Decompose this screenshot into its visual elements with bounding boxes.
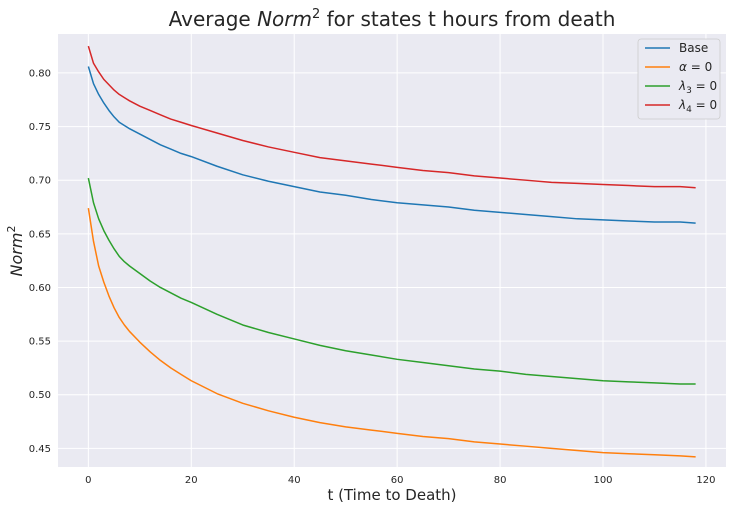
legend: Base α = 0 λ3 = 0 λ4 = 0 <box>637 38 721 120</box>
x-tick-label: 120 <box>696 475 715 486</box>
y-tick-label: 0.70 <box>29 176 51 187</box>
plot-area <box>58 34 726 467</box>
x-tick-label: 0 <box>85 475 91 486</box>
y-axis-label: Norm2 <box>5 226 26 277</box>
x-tick-label: 80 <box>494 475 507 486</box>
chart-title: Average Norm2 for states t hours from de… <box>169 7 616 31</box>
legend-entry-label: α = 0 <box>679 60 712 74</box>
x-tick-label: 60 <box>391 475 404 486</box>
x-axis-ticks: 0 20 40 60 80 100 120 <box>85 475 715 486</box>
y-tick-label: 0.45 <box>29 444 51 455</box>
series-line <box>87 207 696 458</box>
series-line <box>87 177 696 385</box>
y-axis-ticks: 0.45 0.50 0.55 0.60 0.65 0.70 0.75 0.80 <box>29 68 51 454</box>
x-axis-label: t (Time to Death) <box>327 486 456 504</box>
legend-entry-label: λ4 = 0 <box>678 98 717 115</box>
legend-entry-label: λ3 = 0 <box>678 79 717 96</box>
y-tick-label: 0.50 <box>29 390 51 401</box>
y-tick-label: 0.75 <box>29 122 51 133</box>
y-tick-label: 0.80 <box>29 68 51 79</box>
legend-box <box>637 38 721 120</box>
y-tick-label: 0.60 <box>29 283 51 294</box>
y-tick-label: 0.65 <box>29 229 51 240</box>
x-tick-label: 40 <box>288 475 301 486</box>
x-tick-label: 100 <box>593 475 612 486</box>
series-line <box>87 66 696 224</box>
series-lines <box>87 45 696 458</box>
y-tick-label: 0.55 <box>29 337 51 348</box>
x-tick-label: 20 <box>185 475 198 486</box>
grid-lines <box>58 34 726 467</box>
series-line <box>87 45 696 189</box>
legend-entry-label: Base <box>679 41 708 55</box>
